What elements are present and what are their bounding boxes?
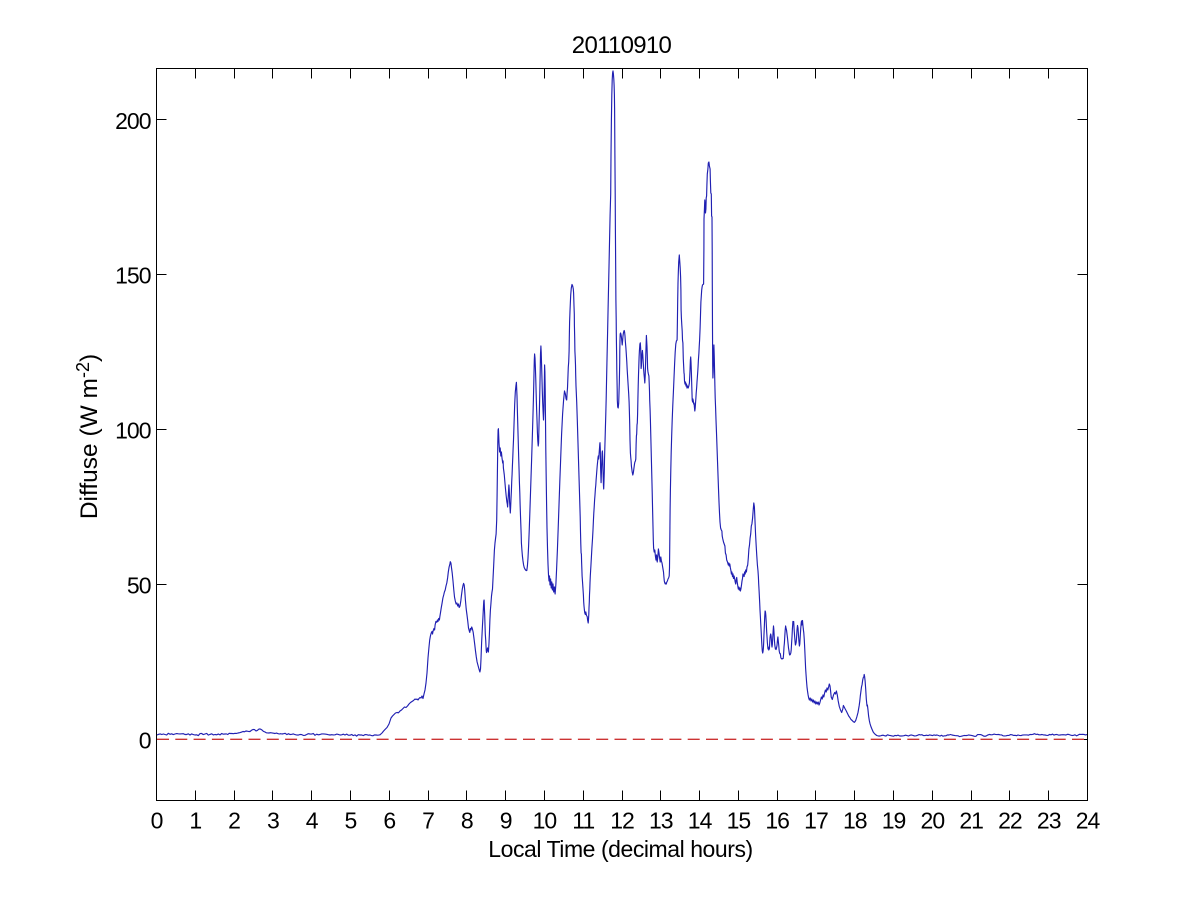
svg-text:14: 14 bbox=[688, 808, 713, 834]
svg-text:19: 19 bbox=[882, 808, 906, 834]
svg-text:15: 15 bbox=[727, 808, 751, 834]
svg-text:16: 16 bbox=[765, 808, 789, 834]
svg-text:9: 9 bbox=[500, 808, 512, 834]
svg-text:10: 10 bbox=[533, 808, 557, 834]
svg-text:24: 24 bbox=[1076, 808, 1101, 834]
svg-text:21: 21 bbox=[959, 808, 983, 834]
svg-text:8: 8 bbox=[461, 808, 473, 834]
svg-text:3: 3 bbox=[267, 808, 279, 834]
svg-text:2: 2 bbox=[228, 808, 240, 834]
svg-text:Diffuse (W m-2): Diffuse (W m-2) bbox=[73, 354, 103, 519]
svg-text:12: 12 bbox=[610, 808, 634, 834]
svg-text:50: 50 bbox=[127, 572, 151, 598]
svg-text:4: 4 bbox=[306, 808, 319, 834]
svg-text:150: 150 bbox=[115, 263, 151, 289]
svg-text:7: 7 bbox=[422, 808, 434, 834]
svg-text:13: 13 bbox=[649, 808, 673, 834]
svg-text:1: 1 bbox=[189, 808, 201, 834]
svg-text:6: 6 bbox=[383, 808, 395, 834]
svg-text:5: 5 bbox=[345, 808, 357, 834]
svg-text:0: 0 bbox=[151, 808, 163, 834]
svg-text:23: 23 bbox=[1037, 808, 1061, 834]
svg-text:18: 18 bbox=[843, 808, 867, 834]
svg-text:20: 20 bbox=[921, 808, 945, 834]
svg-text:11: 11 bbox=[572, 808, 594, 834]
svg-text:100: 100 bbox=[115, 418, 151, 444]
svg-text:200: 200 bbox=[115, 108, 151, 134]
svg-text:0: 0 bbox=[139, 727, 151, 753]
svg-text:Local Time (decimal hours): Local Time (decimal hours) bbox=[488, 836, 752, 862]
svg-text:20110910: 20110910 bbox=[572, 32, 672, 59]
svg-text:17: 17 bbox=[804, 808, 828, 834]
svg-text:22: 22 bbox=[998, 808, 1022, 834]
